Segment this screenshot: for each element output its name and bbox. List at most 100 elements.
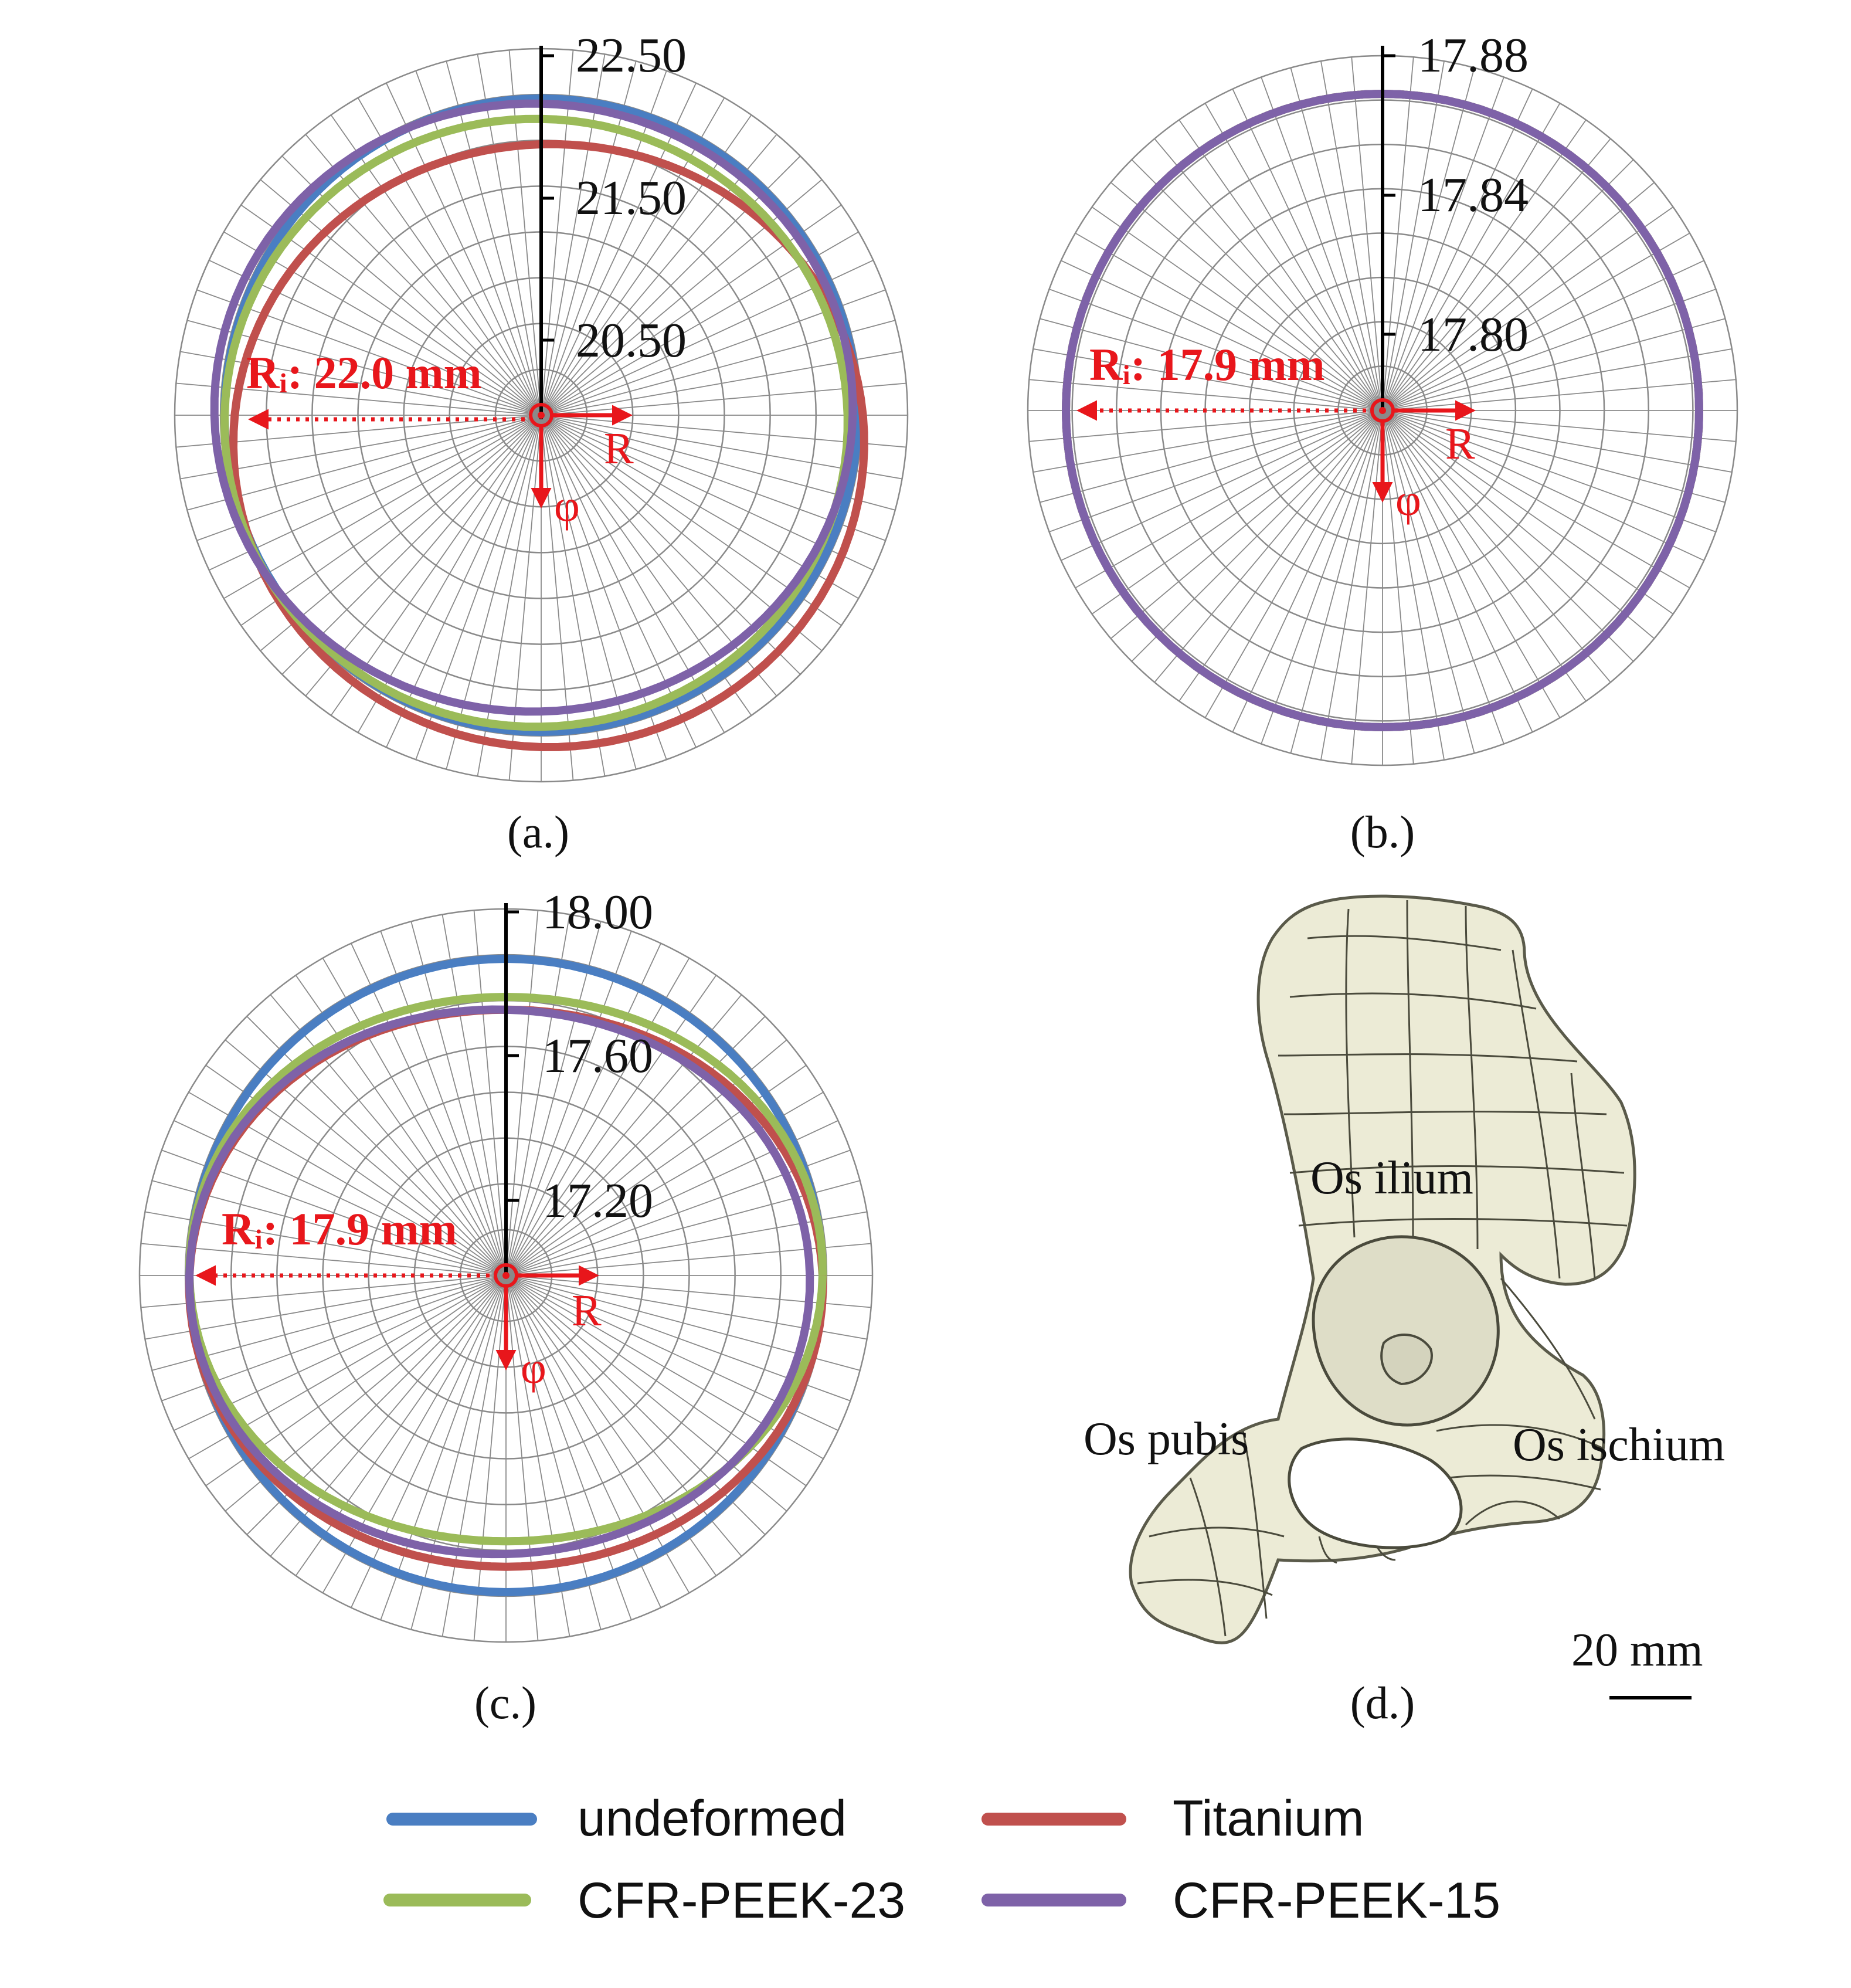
acetabulum-fossa [1380, 1334, 1433, 1386]
grid-spoke [505, 943, 661, 1276]
panel-c: 18.00 17.60 17.20 Rᵢ: 17.9 mm R φ (c.) [138, 885, 874, 1728]
os-ischium-label: Os ischium [1513, 1419, 1725, 1471]
panel-label-b: (b.) [1350, 806, 1415, 857]
grid-spoke [1029, 410, 1383, 442]
grid-spoke [1382, 410, 1561, 718]
grid-spoke [1110, 182, 1383, 411]
ri-label-c: Rᵢ: 17.9 mm [222, 1203, 457, 1254]
grid-spoke [1382, 57, 1414, 411]
obturator-hole [1288, 1437, 1463, 1549]
grid-spoke [1382, 232, 1690, 411]
grid-spoke [1382, 206, 1674, 411]
grid-spoke [1061, 410, 1383, 561]
grid-spoke [1382, 410, 1674, 615]
grid-spoke [505, 921, 602, 1276]
phi-label-b: φ [1395, 476, 1421, 525]
grid-spoke [541, 415, 667, 760]
grid-spoke [270, 994, 507, 1276]
grid-spoke [260, 415, 542, 652]
grid-spoke [1382, 159, 1634, 411]
grid-spoke [1382, 410, 1533, 732]
grid-spoke [1382, 379, 1736, 411]
grid-spoke [1320, 410, 1383, 760]
tick-label-a-2: 21.50 [576, 171, 687, 225]
grid-spoke [1382, 61, 1445, 411]
grid-spoke [1040, 410, 1383, 503]
grid-spoke [473, 1275, 507, 1641]
grid-spoke [1382, 410, 1716, 532]
grid-spoke [541, 134, 777, 416]
grid-spoke [1075, 232, 1383, 411]
grid-spoke [1029, 379, 1383, 411]
tick-label-c-1: 18.00 [542, 885, 653, 939]
grid-spoke [1382, 103, 1561, 411]
grid-spoke [141, 1243, 507, 1276]
pelvis-illustration [1129, 894, 1636, 1644]
grid-spoke [1232, 410, 1383, 732]
grid-spoke [505, 994, 742, 1276]
grid-spoke [541, 415, 725, 733]
grid-spoke [209, 260, 542, 416]
grid-spoke [505, 958, 690, 1276]
grid-spoke [1382, 77, 1504, 411]
series-cfr-peek-15 [1062, 90, 1703, 731]
grid-spoke [541, 50, 574, 416]
legend-label-titanium: Titanium [1173, 1790, 1364, 1847]
panel-b: 17.88 17.84 17.80 Rᵢ: 17.9 mm R φ (b.) [1027, 28, 1738, 857]
grid-spoke [1382, 410, 1587, 702]
grid-spoke [541, 70, 667, 416]
scale-bar-label: 20 mm [1571, 1624, 1703, 1676]
panel-label-c: (c.) [474, 1677, 536, 1728]
grid-spoke [508, 50, 542, 416]
grid-spoke [505, 1275, 602, 1630]
grid-spoke [505, 1275, 690, 1593]
grid-spoke [1382, 410, 1704, 561]
grid-spoke [541, 415, 752, 716]
grid-spoke [446, 61, 542, 416]
series-cfr-peek-23 [220, 114, 852, 731]
grid-spoke [477, 415, 542, 776]
grid-spoke [1091, 410, 1383, 615]
grid-spoke [187, 415, 542, 511]
grid-spoke [410, 1275, 507, 1630]
grid-spoke [1033, 348, 1383, 411]
grid-spoke [541, 204, 842, 416]
grid-spoke [322, 958, 507, 1276]
grid-spoke [541, 155, 801, 416]
phi-label-a: φ [554, 481, 580, 531]
grid-spoke [1091, 206, 1383, 411]
grid-spoke [505, 914, 570, 1276]
grid-spoke [1382, 410, 1475, 754]
grid-spoke [1290, 410, 1383, 754]
grid-spoke [541, 415, 637, 769]
series-group-c [185, 955, 827, 1596]
tick-label-b-3: 17.80 [1418, 307, 1529, 362]
grid-spoke [1049, 289, 1383, 411]
grid-spoke [1382, 119, 1587, 411]
grid-spoke [1382, 260, 1704, 411]
grid-spoke [473, 910, 507, 1276]
grid-spoke [1351, 410, 1383, 764]
grid-spoke [441, 914, 507, 1276]
grid-spoke [1204, 410, 1383, 718]
grid-spoke [477, 54, 542, 416]
grid-spoke [410, 921, 507, 1276]
grid-spoke [1178, 119, 1383, 411]
grid-spoke [1382, 410, 1445, 760]
grid-spoke [1382, 410, 1504, 744]
ri-label-a: Rᵢ: 22.0 mm [246, 347, 482, 398]
grid-spoke [505, 1275, 539, 1641]
os-pubis-label: Os pubis [1084, 1413, 1249, 1465]
grid-spoke [1154, 138, 1383, 411]
grid-spoke [1382, 182, 1655, 411]
grid-spoke [1382, 410, 1726, 503]
grid-spoke [1382, 289, 1716, 411]
grid-spoke [1382, 410, 1732, 473]
panel-label-d: (d.) [1350, 1677, 1415, 1728]
grid-spoke [1351, 57, 1383, 411]
grid-spoke [152, 1180, 507, 1276]
grid-spoke [141, 1275, 507, 1308]
grid-spoke [1382, 410, 1611, 683]
grid-spoke [180, 415, 542, 480]
grid-spoke [541, 83, 697, 416]
